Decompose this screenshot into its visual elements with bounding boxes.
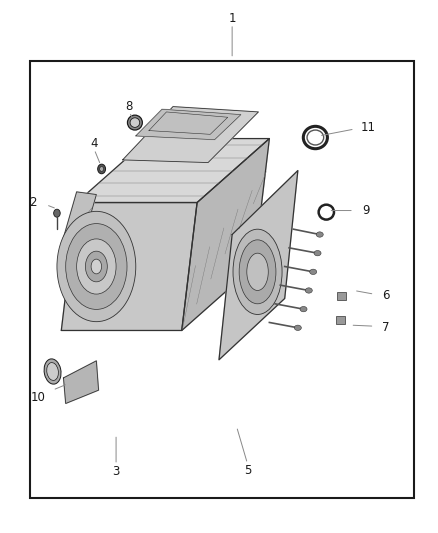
Ellipse shape: [47, 362, 58, 381]
Text: 10: 10: [31, 391, 46, 403]
Text: 2: 2: [29, 196, 37, 209]
Ellipse shape: [130, 118, 140, 127]
Polygon shape: [182, 139, 269, 330]
Text: 7: 7: [381, 321, 389, 334]
Text: 8: 8: [126, 100, 133, 113]
Bar: [336, 316, 345, 324]
Bar: [337, 292, 346, 300]
Ellipse shape: [54, 209, 60, 217]
Ellipse shape: [98, 164, 106, 174]
Bar: [30, 61, 414, 498]
Ellipse shape: [294, 325, 301, 330]
Ellipse shape: [316, 232, 323, 237]
Polygon shape: [61, 203, 197, 330]
Text: 11: 11: [360, 122, 375, 134]
Polygon shape: [64, 361, 99, 403]
Polygon shape: [77, 139, 269, 203]
Ellipse shape: [305, 288, 312, 293]
Ellipse shape: [44, 359, 61, 384]
Text: 5: 5: [244, 464, 251, 477]
Ellipse shape: [127, 115, 142, 130]
Text: 3: 3: [113, 465, 120, 478]
Ellipse shape: [66, 224, 127, 309]
Text: 1: 1: [228, 12, 236, 25]
Ellipse shape: [91, 259, 102, 274]
Ellipse shape: [239, 240, 276, 304]
Polygon shape: [136, 109, 241, 140]
Polygon shape: [123, 107, 258, 163]
Ellipse shape: [310, 269, 317, 274]
Text: 6: 6: [381, 289, 389, 302]
Polygon shape: [61, 192, 96, 248]
Ellipse shape: [247, 253, 268, 290]
Ellipse shape: [233, 229, 282, 314]
Polygon shape: [219, 171, 298, 360]
Ellipse shape: [99, 166, 103, 172]
Ellipse shape: [77, 239, 116, 294]
Text: 9: 9: [362, 204, 370, 217]
Text: 4: 4: [90, 138, 98, 150]
Ellipse shape: [85, 251, 107, 282]
Ellipse shape: [314, 251, 321, 256]
Ellipse shape: [57, 211, 136, 322]
Polygon shape: [149, 112, 228, 134]
Ellipse shape: [300, 306, 307, 312]
